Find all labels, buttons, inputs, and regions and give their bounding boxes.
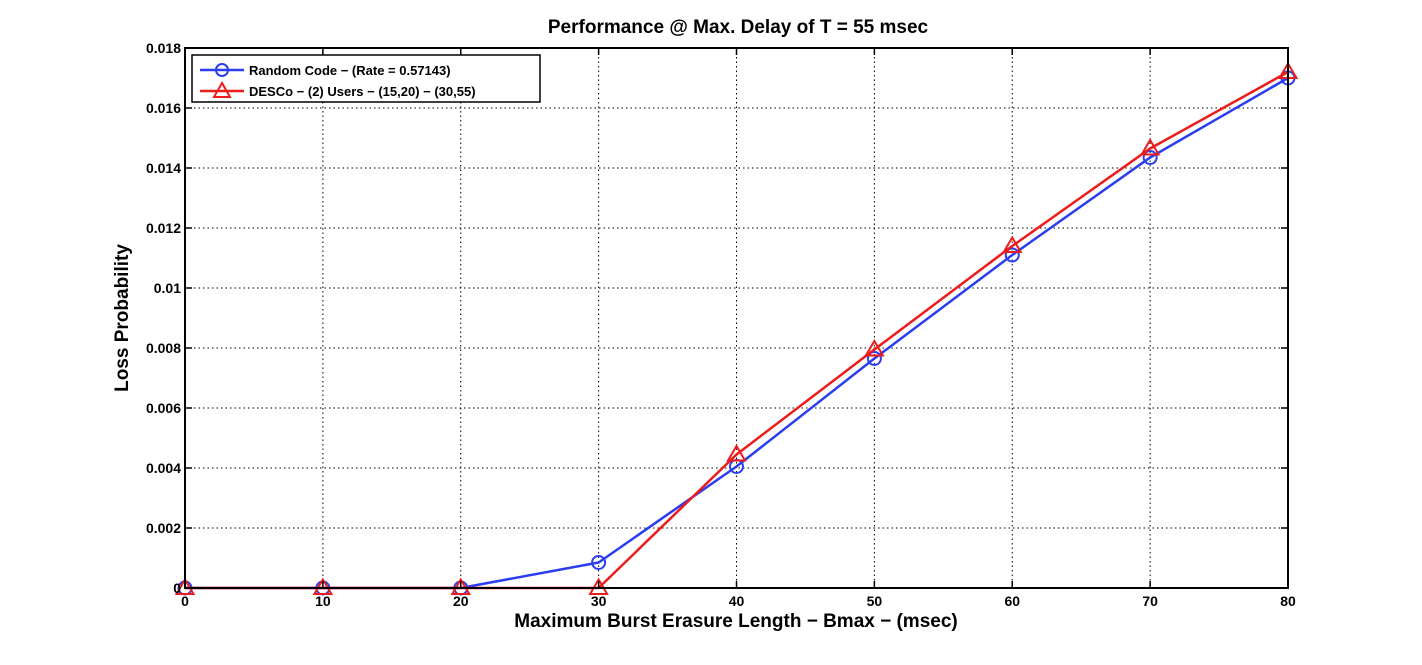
chart-title: Performance @ Max. Delay of T = 55 msec — [548, 17, 929, 38]
data-point-circle — [866, 351, 882, 366]
x-tick-label: 60 — [1004, 593, 1020, 609]
y-tick-label: 0 — [173, 580, 181, 596]
legend-entry-desco: DESCo − (2) Users − (15,20) − (30,55) — [200, 80, 476, 99]
data-point-circle — [591, 555, 607, 570]
y-tick-label: 0.008 — [146, 340, 181, 356]
y-tick-label: 0.016 — [146, 100, 181, 116]
y-axis-label: Loss Probability — [112, 244, 133, 392]
x-tick-label: 40 — [729, 593, 745, 609]
x-tick-label: 30 — [591, 593, 607, 609]
legend-marker-circle — [215, 63, 229, 77]
legend: Random Code − (Rate = 0.57143) DESCo − (… — [191, 54, 541, 103]
data-point-triangle — [1002, 235, 1023, 253]
y-tick-label: 0.004 — [146, 460, 181, 476]
data-point-circle — [1004, 247, 1020, 263]
x-tick-label: 10 — [315, 593, 331, 609]
data-point-triangle — [174, 577, 196, 595]
x-tick-label: 20 — [453, 593, 469, 609]
legend-label-random-code: Random Code − (Rate = 0.57143) — [249, 63, 451, 78]
y-tick-label: 0.012 — [146, 220, 181, 236]
legend-marker-triangle — [212, 80, 232, 98]
ticks: 0 10 20 30 40 50 60 70 80 0 0.002 0.004 0.006 0.008 0.… — [146, 40, 1296, 609]
x-tick-label: 0 — [181, 593, 189, 609]
y-tick-label: 0.014 — [146, 160, 181, 176]
x-tick-label: 80 — [1280, 593, 1296, 609]
x-tick-label: 50 — [867, 593, 883, 609]
data-point-triangle — [588, 577, 609, 595]
data-point-triangle — [450, 577, 471, 595]
y-tick-label: 0.018 — [146, 40, 181, 56]
x-axis-label: Maximum Burst Erasure Length − Bmax − (m… — [514, 611, 957, 632]
data-point-circle — [1142, 150, 1158, 165]
series-line — [185, 70, 1289, 590]
x-tick-label: 70 — [1142, 593, 1158, 609]
data-point-triangle — [726, 444, 747, 462]
legend-label-desco: DESCo − (2) Users − (15,20) − (30,55) — [249, 84, 476, 99]
grid — [185, 48, 1288, 588]
y-tick-label: 0.002 — [146, 520, 181, 536]
legend-entry-random-code: Random Code − (Rate = 0.57143) — [200, 63, 451, 78]
y-tick-label: 0.01 — [154, 280, 181, 296]
data-point-triangle — [312, 577, 334, 595]
data-point-triangle — [864, 339, 885, 357]
data-point-triangle — [1139, 138, 1161, 156]
legend-box — [191, 54, 541, 103]
y-tick-label: 0.006 — [146, 400, 181, 416]
